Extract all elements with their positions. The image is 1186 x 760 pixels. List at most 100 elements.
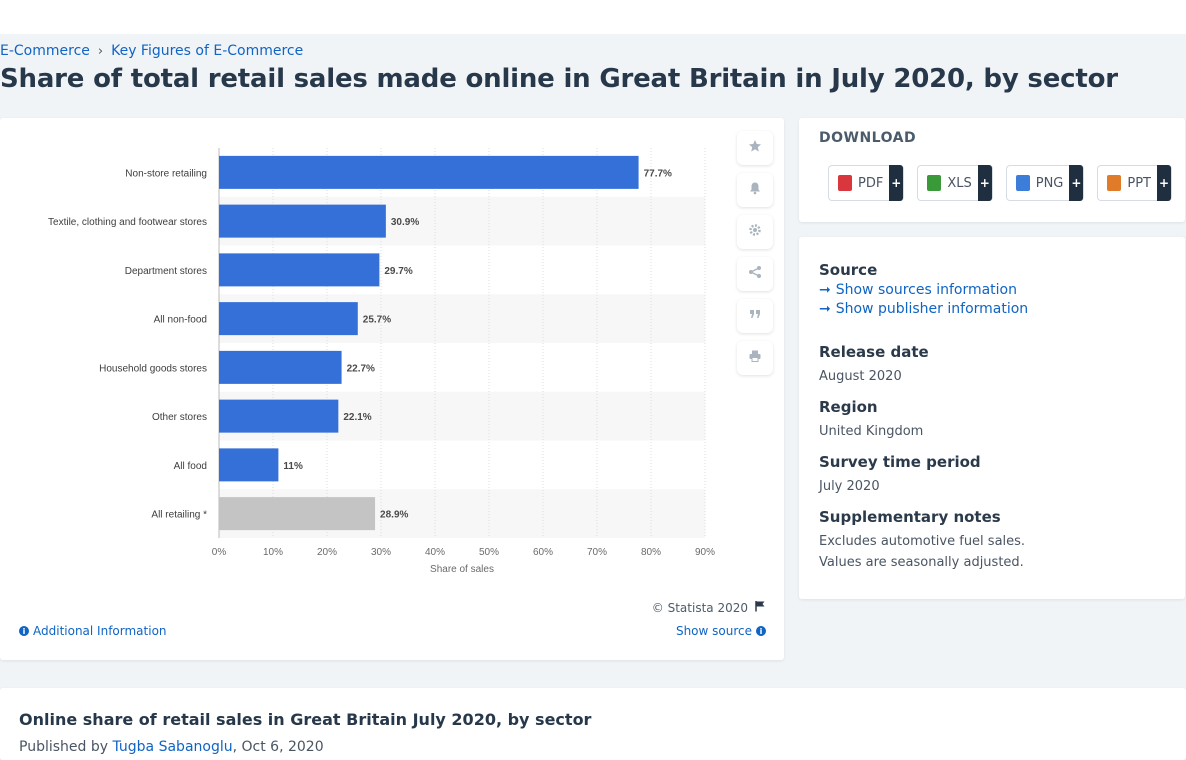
description-title: Online share of retail sales in Great Br…: [19, 710, 592, 729]
bar: [219, 302, 358, 336]
supplementary-note-2: Values are seasonally adjusted.: [819, 555, 1024, 570]
chevron-right-icon: ›: [97, 43, 104, 59]
show-source-link[interactable]: Show source i: [676, 624, 766, 638]
download-png-button[interactable]: PNG +: [1005, 165, 1085, 201]
x-tick-label: 50%: [479, 547, 499, 558]
release-date-heading: Release date: [819, 343, 929, 361]
data-label: 77.7%: [644, 168, 672, 179]
favorite-button[interactable]: [737, 131, 773, 165]
download-pdf-label: PDF: [858, 175, 884, 191]
data-label: 11%: [283, 461, 303, 472]
arrow-right-icon: ➞: [819, 282, 831, 298]
supplementary-note-1: Excludes automotive fuel sales.: [819, 534, 1026, 549]
plus-icon: +: [977, 165, 992, 201]
data-label: 25.7%: [363, 315, 391, 326]
category-label: Household goods stores: [99, 363, 207, 374]
breadcrumb-ecommerce[interactable]: E-Commerce: [0, 43, 90, 59]
bar: [219, 155, 639, 189]
data-label: 22.1%: [343, 412, 371, 423]
category-label: Other stores: [152, 412, 207, 423]
download-pdf-button[interactable]: PDF +: [828, 165, 905, 201]
published-by: Published by Tugba Sabanoglu, Oct 6, 202…: [19, 739, 324, 755]
category-label: Department stores: [125, 266, 207, 277]
survey-period-value: July 2020: [819, 479, 880, 494]
bar: [219, 350, 342, 384]
plus-icon: +: [1069, 165, 1084, 201]
notification-button[interactable]: [737, 173, 773, 207]
top-bar: [0, 0, 1186, 34]
x-tick-label: 80%: [641, 547, 661, 558]
page-title: Share of total retail sales made online …: [0, 64, 1118, 94]
xls-file-icon: [927, 175, 942, 191]
bell-icon: [748, 181, 762, 199]
print-icon: [748, 349, 762, 367]
show-publisher-label: Show publisher information: [835, 301, 1029, 317]
cite-button[interactable]: [737, 299, 773, 333]
png-file-icon: [1015, 175, 1030, 191]
x-axis-title: Share of sales: [430, 564, 494, 575]
category-label: All non-food: [154, 315, 207, 326]
plus-icon: +: [889, 165, 904, 201]
x-tick-label: 10%: [263, 547, 283, 558]
x-tick-label: 0%: [212, 547, 227, 558]
x-tick-label: 70%: [587, 547, 607, 558]
arrow-right-icon: ➞: [819, 301, 831, 317]
region-heading: Region: [819, 398, 878, 416]
ppt-file-icon: [1107, 175, 1122, 191]
show-sources-link[interactable]: ➞ Show sources information: [819, 282, 1028, 298]
show-publisher-link[interactable]: ➞ Show publisher information: [819, 301, 1028, 317]
quote-icon: [748, 307, 762, 325]
additional-information-link[interactable]: i Additional Information: [19, 624, 167, 638]
pdf-file-icon: [838, 175, 852, 191]
source-section: Source ➞ Show sources information ➞ Show…: [819, 261, 1028, 317]
bar: [219, 497, 376, 531]
bar: [219, 448, 279, 482]
supplementary-notes-section: Supplementary notes Excludes automotive …: [819, 508, 1025, 573]
description-card: Online share of retail sales in Great Br…: [0, 688, 1186, 760]
download-title: DOWNLOAD: [819, 130, 917, 146]
breadcrumb: E-Commerce › Key Figures of E-Commerce: [0, 43, 303, 59]
copyright-text: © Statista 2020: [651, 600, 748, 615]
x-tick-label: 60%: [533, 547, 553, 558]
bar: [219, 204, 386, 238]
supplementary-notes-heading: Supplementary notes: [819, 508, 1001, 526]
statistic-details-card: Source ➞ Show sources information ➞ Show…: [799, 237, 1185, 599]
share-button[interactable]: [737, 257, 773, 291]
settings-button[interactable]: [737, 215, 773, 249]
release-date-value: August 2020: [819, 369, 902, 384]
region-value: United Kingdom: [819, 424, 924, 439]
download-xls-button[interactable]: XLS +: [917, 165, 993, 201]
data-label: 28.9%: [380, 510, 408, 521]
published-by-label: Published by: [19, 739, 109, 755]
survey-period-section: Survey time period July 2020: [819, 453, 981, 497]
gear-icon: [748, 223, 762, 241]
bar: [219, 399, 339, 433]
source-heading: Source: [819, 261, 878, 279]
download-buttons: PDF + XLS + PNG + PPT +: [828, 165, 1172, 201]
show-source-label: Show source: [675, 624, 752, 638]
print-button[interactable]: [737, 341, 773, 375]
category-label: Textile, clothing and footwear stores: [48, 217, 207, 228]
publish-date: , Oct 6, 2020: [232, 739, 324, 755]
author-link[interactable]: Tugba Sabanoglu: [112, 739, 233, 755]
download-ppt-label: PPT: [1127, 175, 1151, 191]
data-label: 30.9%: [391, 217, 419, 228]
breadcrumb-key-figures[interactable]: Key Figures of E-Commerce: [111, 43, 304, 59]
release-date-section: Release date August 2020: [819, 343, 929, 387]
category-label: All food: [174, 461, 207, 472]
info-icon: i: [756, 626, 766, 636]
bar: [219, 253, 380, 287]
x-tick-label: 20%: [317, 547, 337, 558]
download-ppt-button[interactable]: PPT +: [1097, 165, 1172, 201]
copyright: © Statista 2020: [652, 600, 766, 615]
flag-icon[interactable]: [754, 600, 766, 615]
x-tick-label: 90%: [695, 547, 715, 558]
plus-icon: +: [1157, 165, 1171, 201]
supplementary-notes-text: Excludes automotive fuel sales. Values a…: [819, 531, 1025, 573]
survey-period-heading: Survey time period: [819, 453, 981, 471]
download-card: DOWNLOAD PDF + XLS + PNG + PPT +: [799, 118, 1185, 222]
chart-tools: [737, 131, 773, 383]
additional-information-label: Additional Information: [33, 624, 167, 638]
region-section: Region United Kingdom: [819, 398, 923, 442]
download-png-label: PNG: [1035, 175, 1064, 191]
